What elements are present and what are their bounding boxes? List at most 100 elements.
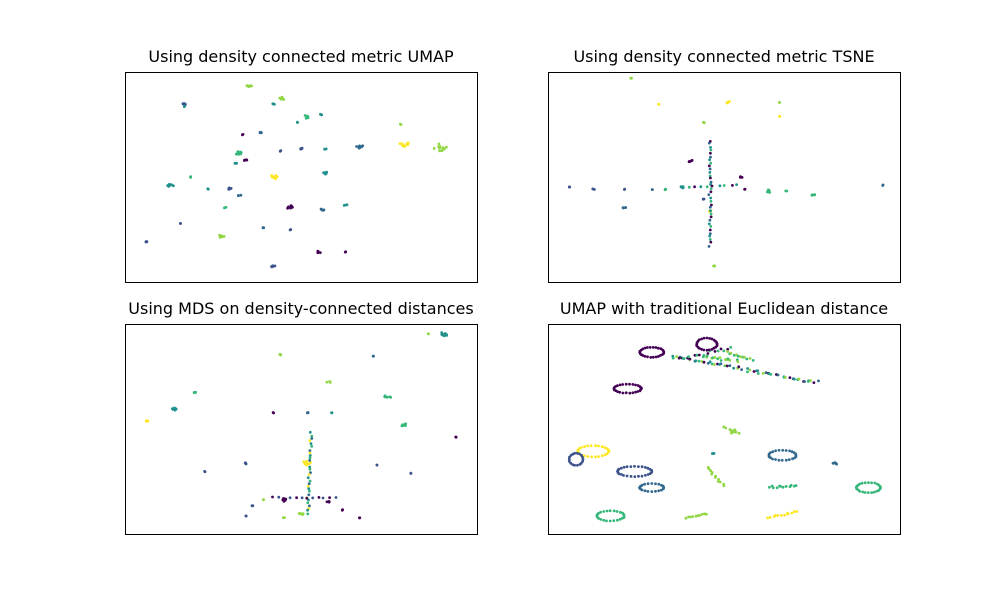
scatter-point xyxy=(718,356,722,359)
scatter-point xyxy=(688,357,692,361)
scatter-point xyxy=(651,355,655,359)
scatter-point xyxy=(708,218,712,222)
scatter-point xyxy=(622,474,625,477)
scatter-point xyxy=(235,161,239,165)
scatter-point xyxy=(726,347,730,351)
scatter-point xyxy=(432,147,436,150)
scatter-point xyxy=(813,193,816,197)
scatter-point xyxy=(671,356,675,360)
scatter-point xyxy=(288,496,292,500)
scatter-point xyxy=(617,472,621,476)
scatter-point xyxy=(784,376,787,379)
scatter-point xyxy=(705,336,709,340)
scatter-point xyxy=(318,251,322,255)
scatter-point xyxy=(736,360,740,364)
scatter-point xyxy=(708,228,712,232)
scatter-point xyxy=(708,167,712,171)
scatter-point xyxy=(580,454,583,457)
scatter-point xyxy=(713,476,717,479)
scatter-point xyxy=(295,496,298,500)
scatter-point xyxy=(183,104,186,108)
scatter-point xyxy=(708,171,712,174)
scatter-point xyxy=(709,180,713,184)
scatter-point xyxy=(600,454,604,458)
axes-frame xyxy=(125,72,478,283)
scatter-point xyxy=(628,382,631,386)
scatter-point xyxy=(784,458,788,462)
scatter-point xyxy=(401,424,404,428)
scatter-point xyxy=(621,511,624,515)
scatter-point xyxy=(307,462,311,466)
scatter-point xyxy=(567,457,571,461)
scatter-point xyxy=(701,197,705,201)
scatter-point xyxy=(810,193,814,197)
scatter-point xyxy=(246,84,249,88)
scatter-point xyxy=(752,370,756,373)
scatter-point xyxy=(648,346,652,349)
scatter-point xyxy=(241,133,245,136)
scatter-point xyxy=(878,487,882,491)
scatter-point xyxy=(279,96,283,100)
scatter-point xyxy=(698,347,701,350)
scatter-point xyxy=(708,238,712,241)
scatter-point xyxy=(725,358,728,362)
scatter-point xyxy=(234,152,238,156)
scatter-point xyxy=(809,379,812,382)
scatter-point xyxy=(705,512,708,516)
scatter-point xyxy=(712,363,716,366)
scatter-point xyxy=(780,458,784,462)
scatter-point xyxy=(780,514,783,517)
scatter-point xyxy=(731,184,734,187)
scatter-point xyxy=(687,160,691,164)
scatter-point xyxy=(306,411,310,414)
scatter-point xyxy=(712,452,716,455)
scatter-point xyxy=(305,459,309,463)
scatter-point xyxy=(605,447,609,450)
scatter-point xyxy=(631,383,635,386)
scatter-point xyxy=(870,481,873,485)
scatter-point xyxy=(619,466,623,470)
scatter-point xyxy=(768,191,771,194)
scatter-point xyxy=(737,365,741,369)
scatter-point xyxy=(783,513,787,517)
scatter-point xyxy=(273,264,277,268)
scatter-point xyxy=(278,353,282,357)
scatter-point xyxy=(713,350,717,353)
scatter-point xyxy=(590,455,593,459)
scatter-point xyxy=(309,442,313,445)
scatter-point xyxy=(306,508,309,512)
scatter-point xyxy=(748,368,752,372)
scatter-point xyxy=(308,489,311,493)
scatter-point xyxy=(713,264,716,268)
scatter-panel-tsne-density xyxy=(548,72,901,283)
scatter-point xyxy=(675,355,679,358)
scatter-point xyxy=(575,451,579,455)
scatter-point xyxy=(709,209,712,213)
scatter-point xyxy=(308,465,312,469)
scatter-point xyxy=(709,151,712,155)
scatter-point xyxy=(288,228,292,232)
scatter-point xyxy=(144,240,148,244)
scatter-point xyxy=(707,193,711,197)
scatter-point xyxy=(300,496,304,500)
scatter-point xyxy=(654,346,658,349)
scatter-point xyxy=(708,158,711,162)
scatter-point xyxy=(769,373,773,376)
scatter-point xyxy=(599,510,602,514)
scatter-point xyxy=(729,346,733,349)
scatter-point xyxy=(244,514,248,518)
scatter-point xyxy=(262,498,265,501)
scatter-point xyxy=(173,406,176,410)
scatter-point xyxy=(687,185,691,189)
scatter-point xyxy=(761,372,765,375)
scatter-point xyxy=(406,141,410,145)
scatter-point xyxy=(224,205,228,209)
scatter-point xyxy=(648,467,652,471)
scatter-point xyxy=(866,491,870,494)
scatter-point xyxy=(793,377,796,381)
scatter-point xyxy=(306,512,310,516)
scatter-point xyxy=(307,493,311,497)
scatter-point xyxy=(341,508,344,511)
scatter-point xyxy=(792,451,796,455)
scatter-point xyxy=(722,349,726,353)
